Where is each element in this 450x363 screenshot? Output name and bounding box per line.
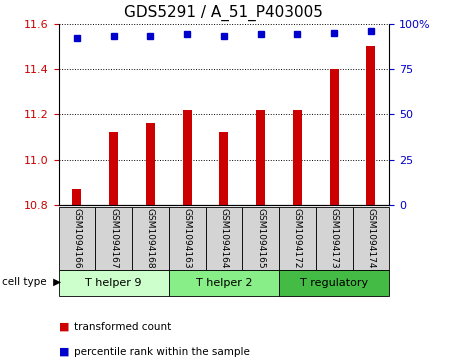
Text: percentile rank within the sample: percentile rank within the sample	[74, 347, 250, 357]
Text: GSM1094164: GSM1094164	[220, 208, 228, 269]
Text: GSM1094173: GSM1094173	[329, 208, 338, 269]
Text: T helper 9: T helper 9	[86, 278, 142, 288]
Title: GDS5291 / A_51_P403005: GDS5291 / A_51_P403005	[125, 5, 323, 21]
Bar	[316, 207, 352, 270]
Text: GSM1094172: GSM1094172	[293, 208, 302, 269]
Text: GSM1094168: GSM1094168	[146, 208, 155, 269]
Bar	[109, 132, 118, 205]
Text: T regulatory: T regulatory	[300, 278, 368, 288]
Bar	[293, 110, 302, 205]
Text: ■: ■	[58, 347, 69, 357]
Text: GSM1094167: GSM1094167	[109, 208, 118, 269]
Bar	[206, 207, 242, 270]
Bar	[329, 69, 339, 205]
Text: GSM1094174: GSM1094174	[366, 208, 375, 269]
Bar	[58, 207, 95, 270]
Text: cell type  ▶: cell type ▶	[2, 277, 61, 287]
Bar	[146, 123, 155, 205]
Text: GSM1094166: GSM1094166	[72, 208, 81, 269]
Bar	[169, 207, 206, 270]
Text: T helper 2: T helper 2	[196, 278, 252, 288]
Bar	[183, 110, 192, 205]
Bar	[132, 207, 169, 270]
Text: GSM1094165: GSM1094165	[256, 208, 265, 269]
Bar	[169, 270, 279, 296]
Text: ■: ■	[58, 322, 69, 332]
Bar	[242, 207, 279, 270]
Bar	[219, 132, 229, 205]
Text: GSM1094163: GSM1094163	[183, 208, 192, 269]
Bar	[72, 189, 81, 205]
Bar	[256, 110, 265, 205]
Bar	[95, 207, 132, 270]
Bar	[366, 46, 375, 205]
Bar	[279, 207, 316, 270]
Bar	[352, 207, 389, 270]
Text: transformed count: transformed count	[74, 322, 171, 332]
Bar	[279, 270, 389, 296]
Bar	[58, 270, 169, 296]
